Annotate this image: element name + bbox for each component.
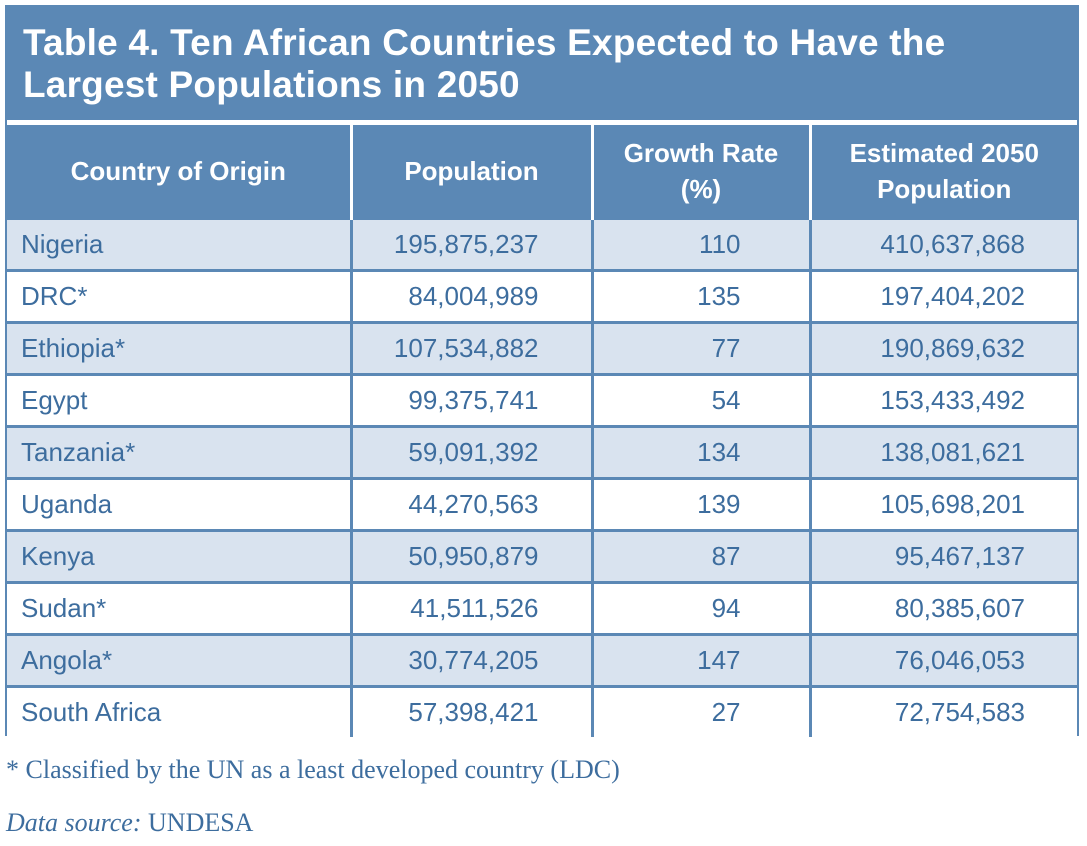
title-separator (7, 120, 1077, 125)
table-row: Angola* 30,774,205 147 76,046,053 (7, 633, 1077, 687)
cell-estimate: 197,404,202 (810, 269, 1077, 323)
cell-population: 99,375,741 (351, 373, 594, 427)
cell-country: Nigeria (7, 217, 353, 271)
table-frame: Table 4. Ten African Countries Expected … (5, 5, 1079, 737)
cell-estimate: 153,433,492 (810, 373, 1077, 427)
header-growth-line-2: (%) (680, 174, 722, 204)
cell-estimate: 80,385,607 (810, 581, 1077, 635)
cell-population: 30,774,205 (351, 633, 594, 687)
cell-country: DRC* (7, 269, 353, 323)
data-source-value: UNDESA (141, 808, 254, 837)
cell-population: 59,091,392 (351, 425, 594, 479)
data-source-note: Data source: UNDESA (6, 808, 253, 838)
table-row: Nigeria 195,875,237 110 410,637,868 (7, 217, 1077, 271)
cell-country: Ethiopia* (7, 321, 353, 375)
cell-population: 50,950,879 (351, 529, 594, 583)
table-row: Kenya 50,950,879 87 95,467,137 (7, 529, 1077, 583)
table-row: Sudan* 41,511,526 94 80,385,607 (7, 581, 1077, 635)
cell-growth-rate: 27 (592, 685, 812, 737)
table-row: Tanzania* 59,091,392 134 138,081,621 (7, 425, 1077, 479)
table-row: Egypt 99,375,741 54 153,433,492 (7, 373, 1077, 427)
cell-growth-rate: 134 (592, 425, 812, 479)
table-row: Uganda 44,270,563 139 105,698,201 (7, 477, 1077, 531)
header-estimate-line-1: Estimated 2050 (849, 138, 1039, 168)
data-source-label: Data source: (6, 808, 142, 837)
cell-growth-rate: 54 (592, 373, 812, 427)
cell-growth-rate: 87 (592, 529, 812, 583)
header-growth-line-1: Growth Rate (623, 138, 779, 168)
cell-estimate: 76,046,053 (810, 633, 1077, 687)
cell-country: Angola* (7, 633, 353, 687)
cell-estimate: 190,869,632 (810, 321, 1077, 375)
cell-country: Uganda (7, 477, 353, 531)
cell-growth-rate: 139 (592, 477, 812, 531)
header-estimate-line-2: Population (877, 174, 1012, 204)
population-table: Country of Origin Population Growth Rate… (7, 125, 1077, 737)
cell-growth-rate: 77 (592, 321, 812, 375)
table-row: DRC* 84,004,989 135 197,404,202 (7, 269, 1077, 323)
header-population: Population (351, 125, 594, 219)
header-country: Country of Origin (7, 125, 353, 219)
cell-estimate: 138,081,621 (810, 425, 1077, 479)
cell-population: 57,398,421 (351, 685, 594, 737)
cell-country: Kenya (7, 529, 353, 583)
cell-estimate: 95,467,137 (810, 529, 1077, 583)
cell-population: 84,004,989 (351, 269, 594, 323)
cell-country: Egypt (7, 373, 353, 427)
cell-country: South Africa (7, 685, 353, 737)
header-growth-rate: Growth Rate (%) (592, 125, 812, 219)
table-row: Ethiopia* 107,534,882 77 190,869,632 (7, 321, 1077, 375)
table-row: South Africa 57,398,421 27 72,754,583 (7, 685, 1077, 737)
cell-population: 107,534,882 (351, 321, 594, 375)
cell-country: Tanzania* (7, 425, 353, 479)
header-row: Country of Origin Population Growth Rate… (7, 125, 1077, 219)
cell-growth-rate: 110 (592, 217, 812, 271)
cell-country: Sudan* (7, 581, 353, 635)
title-line-2: Largest Populations in 2050 (23, 64, 520, 105)
cell-growth-rate: 135 (592, 269, 812, 323)
cell-growth-rate: 94 (592, 581, 812, 635)
title-line-1: Table 4. Ten African Countries Expected … (23, 22, 946, 63)
cell-population: 195,875,237 (351, 217, 594, 271)
cell-estimate: 72,754,583 (810, 685, 1077, 737)
ldc-footnote: * Classified by the UN as a least develo… (6, 755, 620, 784)
cell-growth-rate: 147 (592, 633, 812, 687)
cell-population: 41,511,526 (351, 581, 594, 635)
table-title: Table 4. Ten African Countries Expected … (7, 7, 1077, 120)
cell-estimate: 410,637,868 (810, 217, 1077, 271)
cell-estimate: 105,698,201 (810, 477, 1077, 531)
cell-population: 44,270,563 (351, 477, 594, 531)
header-estimated-2050: Estimated 2050 Population (810, 125, 1077, 219)
